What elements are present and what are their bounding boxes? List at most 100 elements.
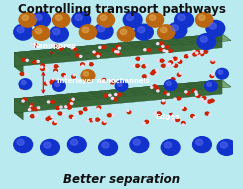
Circle shape: [126, 14, 134, 20]
Circle shape: [72, 12, 91, 28]
Circle shape: [32, 12, 51, 28]
Circle shape: [50, 26, 68, 42]
Circle shape: [54, 65, 58, 68]
Circle shape: [199, 15, 205, 20]
Circle shape: [83, 72, 89, 76]
Circle shape: [209, 114, 211, 116]
Circle shape: [44, 142, 51, 148]
Polygon shape: [14, 34, 222, 67]
Circle shape: [97, 26, 104, 32]
Circle shape: [41, 64, 44, 67]
Circle shape: [216, 68, 228, 79]
Circle shape: [211, 60, 215, 63]
Circle shape: [35, 28, 42, 34]
Circle shape: [209, 23, 216, 29]
Circle shape: [180, 72, 182, 74]
Circle shape: [159, 48, 163, 51]
Circle shape: [151, 87, 153, 88]
Circle shape: [104, 94, 108, 97]
Circle shape: [169, 49, 172, 52]
Circle shape: [196, 139, 203, 145]
Circle shape: [51, 79, 55, 82]
Circle shape: [52, 12, 70, 27]
Circle shape: [54, 44, 58, 47]
Circle shape: [81, 70, 95, 81]
Circle shape: [160, 42, 163, 45]
Circle shape: [156, 43, 159, 45]
Circle shape: [55, 15, 62, 20]
Circle shape: [112, 114, 114, 116]
Circle shape: [88, 107, 90, 109]
Circle shape: [52, 80, 55, 83]
Circle shape: [156, 88, 159, 91]
Circle shape: [130, 137, 149, 153]
Circle shape: [164, 91, 167, 94]
Circle shape: [200, 53, 204, 56]
Circle shape: [89, 119, 93, 122]
Circle shape: [127, 111, 131, 114]
Circle shape: [117, 27, 135, 41]
Circle shape: [220, 142, 227, 148]
Circle shape: [156, 72, 158, 74]
Circle shape: [96, 118, 99, 121]
Circle shape: [210, 99, 214, 102]
Circle shape: [171, 59, 173, 61]
Circle shape: [146, 12, 164, 27]
Circle shape: [87, 120, 89, 122]
Circle shape: [68, 106, 71, 109]
Circle shape: [168, 63, 171, 65]
Circle shape: [169, 61, 173, 64]
Circle shape: [102, 78, 106, 81]
Circle shape: [191, 89, 195, 92]
Text: Nanopores: Nanopores: [32, 43, 76, 55]
Circle shape: [46, 68, 48, 70]
Circle shape: [31, 44, 33, 46]
Circle shape: [175, 12, 193, 28]
Polygon shape: [14, 34, 231, 60]
Circle shape: [99, 139, 117, 155]
Circle shape: [50, 81, 53, 84]
Circle shape: [196, 94, 200, 98]
Circle shape: [93, 51, 95, 53]
Circle shape: [26, 59, 28, 61]
Circle shape: [69, 115, 73, 118]
Circle shape: [70, 103, 73, 105]
Circle shape: [205, 81, 217, 91]
Circle shape: [67, 137, 86, 153]
Circle shape: [200, 36, 207, 42]
Circle shape: [22, 15, 28, 20]
Circle shape: [198, 54, 200, 56]
Circle shape: [97, 106, 101, 109]
Circle shape: [51, 100, 54, 103]
Circle shape: [141, 58, 143, 60]
Circle shape: [53, 122, 56, 125]
Circle shape: [111, 97, 113, 99]
Circle shape: [75, 14, 82, 20]
Circle shape: [171, 78, 175, 81]
Circle shape: [53, 81, 65, 91]
Circle shape: [22, 100, 24, 102]
Circle shape: [17, 139, 24, 145]
Polygon shape: [14, 80, 231, 106]
Circle shape: [193, 52, 195, 54]
Circle shape: [72, 98, 74, 100]
Circle shape: [50, 119, 52, 121]
Circle shape: [184, 55, 188, 58]
Circle shape: [47, 101, 50, 103]
Circle shape: [20, 72, 24, 75]
Circle shape: [161, 139, 180, 155]
Circle shape: [147, 75, 149, 77]
Circle shape: [71, 139, 78, 145]
Circle shape: [63, 113, 65, 115]
Circle shape: [127, 110, 129, 112]
Circle shape: [136, 64, 139, 67]
Circle shape: [62, 74, 65, 77]
Circle shape: [41, 139, 59, 155]
Circle shape: [185, 91, 187, 93]
Circle shape: [55, 82, 60, 86]
Text: Controlling transport pathways: Controlling transport pathways: [17, 3, 226, 16]
Circle shape: [82, 65, 84, 67]
Circle shape: [165, 45, 169, 48]
Circle shape: [79, 25, 97, 40]
Circle shape: [67, 103, 71, 106]
